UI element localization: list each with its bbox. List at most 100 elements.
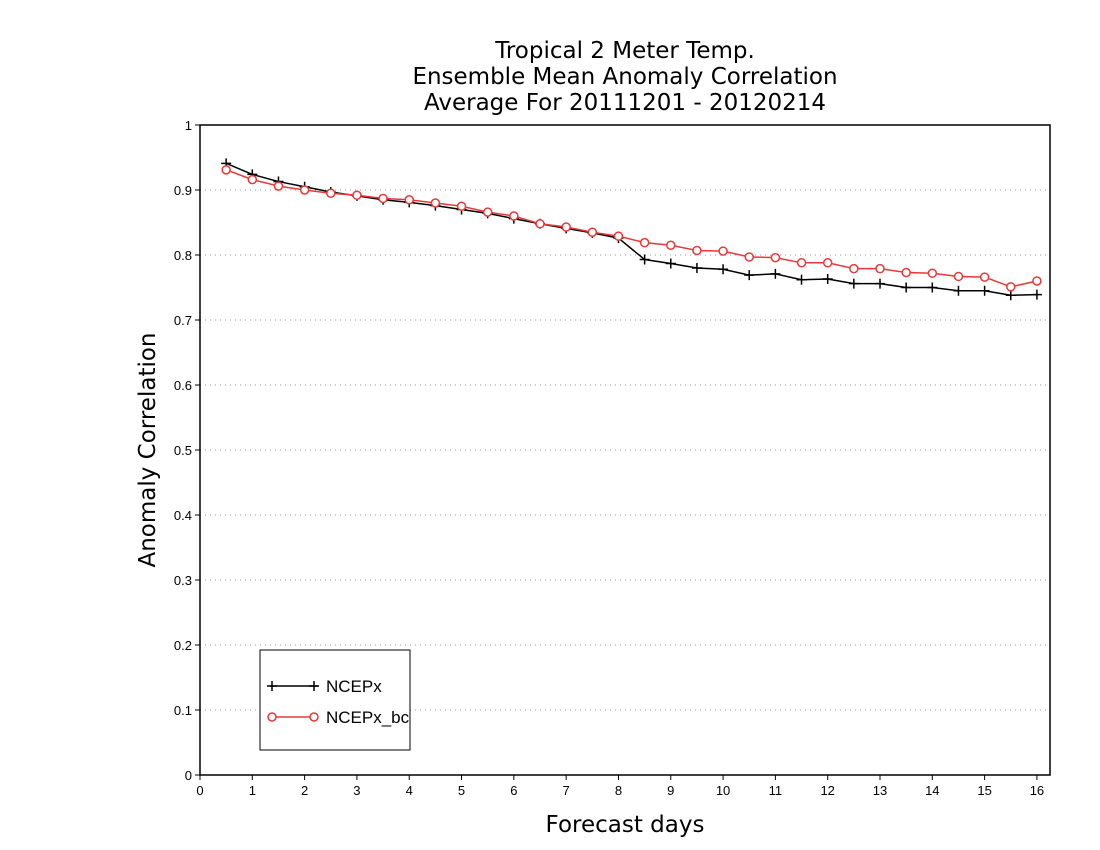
y-tick-label-2: 0.2 [174, 638, 192, 653]
data-point-ncepx-bc-2 [273, 181, 284, 191]
data-point-ncepx-23 [822, 274, 833, 285]
x-axis-label: Forecast days [546, 812, 705, 838]
y-tick-label-3: 0.3 [174, 573, 192, 588]
data-point-ncepx-28 [953, 285, 964, 296]
data-point-ncepx-bc-24 [849, 263, 859, 274]
data-point-ncepx-18 [691, 263, 702, 273]
data-point-ncepx-bc-8 [430, 198, 441, 208]
x-tick-label-11: 11 [769, 783, 783, 798]
data-point-ncepx-bc-12 [535, 219, 545, 229]
data-point-ncepx-bc-9 [456, 201, 467, 211]
data-point-ncepx-bc-0 [221, 165, 231, 175]
series-line-ncepx [225, 162, 1037, 297]
data-point-ncepx-bc-16 [639, 237, 650, 248]
legend-sample-ncepx [267, 681, 319, 691]
data-point-ncepx-20 [744, 270, 755, 281]
title-line-2: Ensemble Mean Anomaly Correlation [412, 64, 837, 90]
x-tick-label-6: 6 [510, 783, 517, 798]
data-point-ncepx-bc-26 [901, 267, 911, 278]
data-point-ncepx-bc-28 [953, 271, 964, 282]
data-point-ncepx-27 [927, 282, 938, 293]
data-point-ncepx-19 [718, 264, 729, 275]
data-point-ncepx-bc-23 [822, 258, 833, 268]
data-point-ncepx-bc-5 [352, 190, 362, 200]
x-tick-label-8: 8 [615, 783, 622, 798]
data-point-ncepx-bc-14 [587, 227, 598, 237]
series-lines [221, 158, 1042, 301]
y-tick-label-8: 0.8 [174, 248, 192, 263]
y-tick-label-0: 0 [185, 768, 192, 783]
legend-marker-left-ncepx [267, 681, 277, 691]
series-line-ncepx-bc [225, 169, 1038, 288]
data-point-ncepx-24 [848, 278, 859, 289]
x-tick-label-2: 2 [301, 783, 308, 798]
y-tick-label-7: 0.7 [174, 313, 192, 328]
title-line-3: Average For 20111201 - 20120214 [424, 90, 826, 116]
data-point-ncepx-bc-22 [796, 258, 807, 268]
data-point-ncepx-bc-29 [979, 272, 990, 282]
series-ncepx-bc [221, 165, 1042, 292]
legend-marker-right-ncepx [309, 681, 319, 691]
data-point-ncepx-bc-18 [692, 245, 702, 256]
y-tick-label-5: 0.5 [174, 443, 192, 458]
data-point-ncepx-21 [770, 268, 781, 279]
x-tick-label-9: 9 [667, 783, 674, 798]
x-tick-label-3: 3 [353, 783, 360, 798]
legend-marker-right-ncepx-bc [309, 712, 319, 722]
data-point-ncepx-30 [1005, 290, 1016, 301]
x-tick-label-5: 5 [458, 783, 465, 798]
data-point-ncepx-bc-20 [744, 252, 754, 262]
data-point-ncepx-bc-31 [1032, 276, 1042, 286]
legend-box [259, 649, 411, 751]
data-point-ncepx-bc-1 [247, 174, 258, 185]
legend-marker-left-ncepx-bc [267, 712, 277, 722]
data-point-ncepx-bc-21 [770, 252, 781, 263]
y-axis-label: Anomaly Correlation [135, 332, 161, 567]
data-point-ncepx-bc-3 [299, 185, 310, 195]
x-tick-label-14: 14 [925, 783, 939, 798]
x-tick-label-1: 1 [249, 783, 256, 798]
x-tick-label-15: 15 [977, 783, 991, 798]
x-tick-label-0: 0 [196, 783, 203, 798]
gridlines [200, 189, 1050, 711]
data-point-ncepx-22 [796, 274, 807, 285]
x-tick-label-13: 13 [873, 783, 887, 798]
x-tick-label-4: 4 [406, 783, 413, 798]
data-point-ncepx-bc-7 [404, 195, 414, 205]
data-point-ncepx-bc-30 [1006, 282, 1016, 292]
data-point-ncepx-bc-25 [875, 263, 885, 274]
data-point-ncepx-bc-6 [378, 193, 388, 204]
title-line-1: Tropical 2 Meter Temp. [494, 38, 755, 64]
x-tick-label-16: 16 [1030, 783, 1044, 798]
data-point-ncepx-26 [901, 282, 912, 293]
data-point-ncepx-17 [665, 258, 676, 269]
chart-title: Tropical 2 Meter Temp. Ensemble Mean Ano… [412, 38, 837, 116]
data-point-ncepx-bc-17 [666, 240, 676, 250]
y-tick-label-10: 1 [185, 118, 192, 133]
data-point-ncepx-bc-13 [561, 222, 571, 232]
y-tick-label-4: 0.4 [174, 508, 192, 523]
series-ncepx [221, 158, 1042, 301]
y-tick-label-1: 0.1 [174, 703, 192, 718]
data-point-ncepx-bc-15 [613, 231, 624, 241]
data-point-ncepx-bc-4 [326, 188, 336, 198]
data-point-ncepx-31 [1031, 289, 1042, 300]
data-point-ncepx-29 [979, 285, 990, 296]
data-point-ncepx-bc-10 [482, 207, 493, 217]
legend-label-ncepx-bc: NCEPx_bc [326, 708, 410, 727]
legend-label-ncepx: NCEPx [326, 677, 382, 696]
y-tick-label-9: 0.9 [174, 183, 192, 198]
data-point-ncepx-bc-19 [718, 246, 728, 256]
x-tick-label-10: 10 [716, 783, 730, 798]
data-point-ncepx-16 [639, 254, 650, 265]
x-tick-label-12: 12 [820, 783, 834, 798]
axis-ticks: 0 1 2 3 4 5 6 7 8 9 10 11 12 13 14 15 1600.10.20.30.40.5… [174, 118, 1044, 798]
x-tick-label-7: 7 [563, 783, 570, 798]
legend-sample-ncepx-bc [267, 712, 319, 722]
data-point-ncepx-bc-11 [509, 211, 519, 221]
data-point-ncepx-25 [875, 278, 885, 289]
legend: NCEPx NCEPx_bc [259, 649, 411, 751]
y-tick-label-6: 0.6 [174, 378, 192, 393]
data-point-ncepx-bc-27 [927, 268, 938, 278]
